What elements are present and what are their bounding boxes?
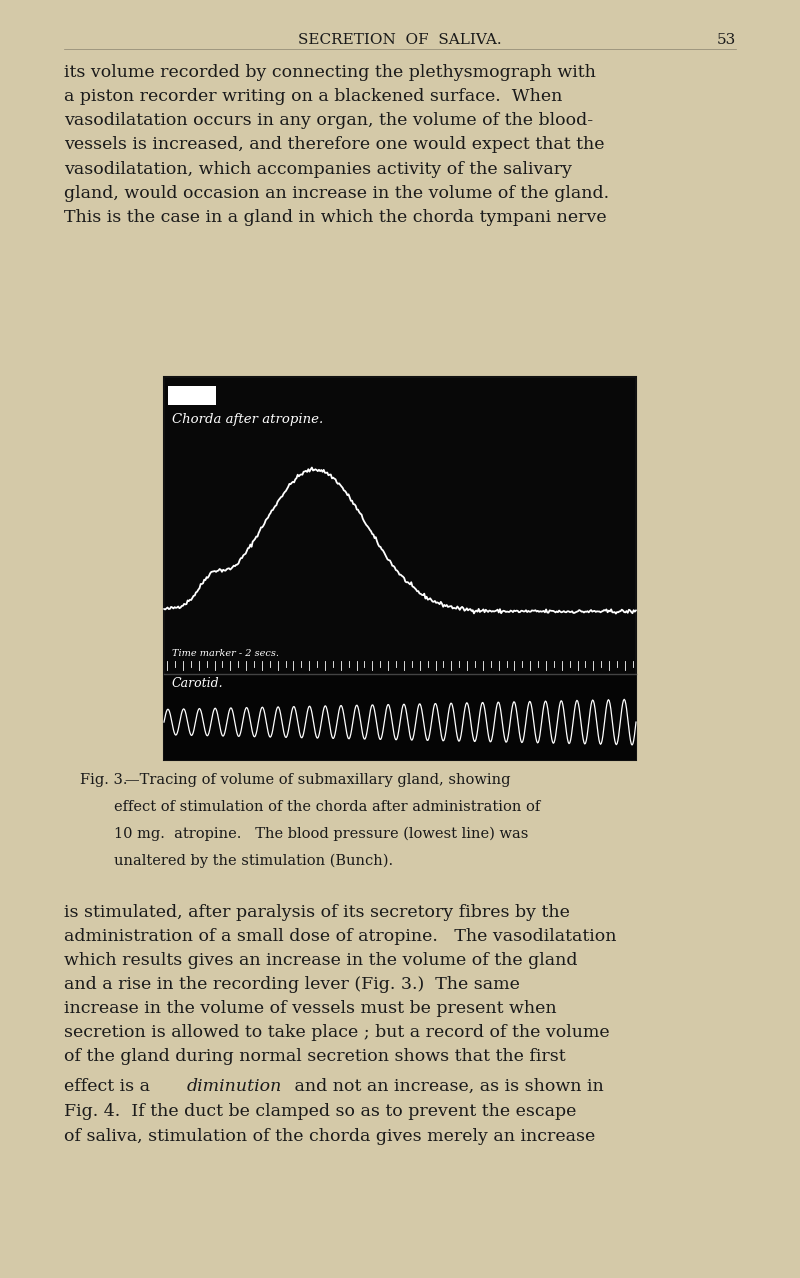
- Text: —Tracing of volume of submaxillary gland, showing: —Tracing of volume of submaxillary gland…: [125, 773, 510, 787]
- Text: its volume recorded by connecting the plethysmograph with
a piston recorder writ: its volume recorded by connecting the pl…: [64, 64, 609, 226]
- Text: is stimulated, after paralysis of its secretory fibres by the
administration of : is stimulated, after paralysis of its se…: [64, 904, 617, 1066]
- Text: Fig. 3.: Fig. 3.: [80, 773, 127, 787]
- Text: Chorda after atropine.: Chorda after atropine.: [172, 413, 323, 426]
- Bar: [168, 386, 216, 405]
- Bar: [164, 377, 636, 760]
- Text: 53: 53: [717, 33, 736, 47]
- Bar: [164, 674, 636, 760]
- Text: unaltered by the stimulation (Bunch).: unaltered by the stimulation (Bunch).: [114, 854, 393, 868]
- Text: 10 mg.  atropine.   The blood pressure (lowest line) was: 10 mg. atropine. The blood pressure (low…: [114, 827, 528, 841]
- Text: effect is a: effect is a: [64, 1079, 155, 1095]
- Text: Carotid.: Carotid.: [172, 677, 224, 690]
- Text: and not an increase, as is shown in: and not an increase, as is shown in: [290, 1079, 604, 1095]
- Text: SECRETION  OF  SALIVA.: SECRETION OF SALIVA.: [298, 33, 502, 47]
- Text: Time marker - 2 secs.: Time marker - 2 secs.: [172, 649, 279, 658]
- Text: of saliva, stimulation of the chorda gives merely an increase: of saliva, stimulation of the chorda giv…: [64, 1128, 595, 1145]
- Text: Fig. 4.  If the duct be clamped so as to prevent the escape: Fig. 4. If the duct be clamped so as to …: [64, 1103, 576, 1120]
- Text: diminution: diminution: [187, 1079, 282, 1095]
- Text: effect of stimulation of the chorda after administration of: effect of stimulation of the chorda afte…: [114, 800, 540, 814]
